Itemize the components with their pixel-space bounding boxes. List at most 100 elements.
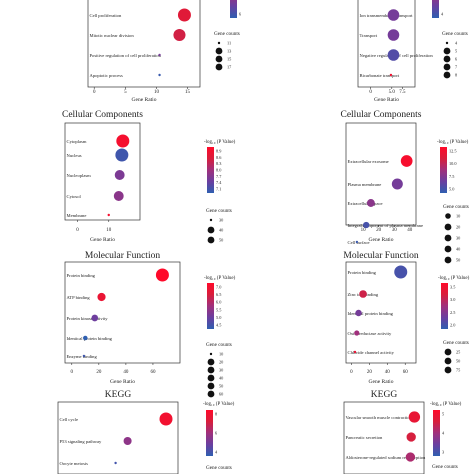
colorbar-tick-label: 8.0 xyxy=(216,168,221,173)
panel-p7: KEGG Vascular smooth muscle contraction Pa… xyxy=(343,390,462,474)
size-legend-label: 30 xyxy=(219,218,223,223)
category-label: Protein binding xyxy=(67,273,96,278)
data-point xyxy=(387,49,400,61)
plot-frame xyxy=(57,401,179,474)
size-legend-title: Gene counts xyxy=(206,465,232,471)
x-tick-label: 60 xyxy=(403,370,409,375)
size-legend-label: 75 xyxy=(456,368,460,373)
category-label: Pancreatic secretion xyxy=(346,435,384,440)
size-legend-dot xyxy=(209,352,213,356)
size-legend-dot xyxy=(215,55,223,63)
size-legend-label: 60 xyxy=(219,392,223,397)
size-legend-dot xyxy=(215,63,223,71)
colorbar-tick-label: 10.0 xyxy=(449,161,457,166)
x-tick-label: 5.0 xyxy=(389,90,396,95)
colorbar-title: -log₁₀ (P Value) xyxy=(204,140,236,145)
size-legend-label: 40 xyxy=(456,247,460,252)
data-point xyxy=(406,432,416,442)
size-legend-dot xyxy=(444,245,452,253)
size-legend-dot xyxy=(445,213,451,219)
data-point xyxy=(394,265,408,279)
category-label: Protein kinase activity xyxy=(67,316,109,321)
category-label: Ion transmembrane transport xyxy=(360,13,414,18)
colorbar-tick-label: 7.4 xyxy=(216,180,222,185)
size-legend-label: 50 xyxy=(456,258,460,263)
data-point xyxy=(158,53,161,57)
data-point xyxy=(158,73,161,77)
size-legend-label: 13 xyxy=(227,49,231,54)
colorbar-tick-label: 6 xyxy=(239,12,242,17)
colorbar-tick-label: 6.5 xyxy=(216,292,221,297)
x-tick-label: 20 xyxy=(367,370,373,375)
data-point xyxy=(391,178,403,190)
x-tick-label: 40 xyxy=(407,228,413,233)
category-label: Cell cycle xyxy=(60,417,79,422)
panel-p4: Molecular Function Protein binding ATP bin… xyxy=(64,251,236,398)
colorbar xyxy=(441,283,448,329)
data-point xyxy=(97,292,106,302)
colorbar-tick-label: 8 xyxy=(215,412,217,417)
size-legend-label: 40 xyxy=(219,228,223,233)
category-label: Oxidoreductase activity xyxy=(348,331,392,336)
size-legend-label: 8 xyxy=(455,73,457,78)
colorbar xyxy=(440,147,447,193)
plot-frame xyxy=(64,122,141,221)
x-tick-label: 15 xyxy=(185,90,191,95)
colorbar-title: -log₁₀ (P Value) xyxy=(430,402,462,407)
panel-p3: Cellular Components Extracellular exosome… xyxy=(340,110,469,264)
data-point xyxy=(177,8,191,22)
category-label: Extracellular exosome xyxy=(348,159,389,164)
panel-title: KEGG xyxy=(371,390,398,400)
colorbar-tick-label: 5.5 xyxy=(216,307,221,312)
category-label: Apoptotic process xyxy=(90,73,124,78)
data-point xyxy=(354,330,360,336)
panel-p0: Cell proliferation Mitotic nuclear divisi… xyxy=(87,0,242,103)
colorbar-title: -log₁₀ (P Value) xyxy=(438,276,470,281)
x-tick-label: 20 xyxy=(376,228,382,233)
colorbar xyxy=(432,0,439,18)
size-legend-dot xyxy=(207,382,215,390)
size-legend-label: 30 xyxy=(456,236,460,241)
colorbar-tick-label: 5 xyxy=(442,412,444,417)
size-legend-label: 10 xyxy=(219,352,223,357)
plot-frame xyxy=(87,0,201,88)
x-tick-label: 30 xyxy=(392,228,398,233)
size-legend-title: Gene counts xyxy=(442,31,468,37)
size-legend-label: 5 xyxy=(455,49,457,54)
category-label: Protein binding xyxy=(348,270,377,275)
size-legend-dot xyxy=(215,47,223,55)
category-label: Transport xyxy=(360,33,378,38)
x-tick-label: 20 xyxy=(96,370,102,375)
category-label: Cytoplasm xyxy=(67,139,87,144)
colorbar-tick-label: 2.5 xyxy=(450,310,455,315)
colorbar-title: -log₁₀ (P Value) xyxy=(204,276,236,281)
data-point xyxy=(353,350,357,354)
panel-p1: Ion transmembrane transportTransportNega… xyxy=(357,0,468,103)
size-legend-title: Gene counts xyxy=(206,208,232,214)
colorbar xyxy=(206,410,213,456)
x-tick-label: 7.5 xyxy=(399,90,406,95)
category-label: Aldosterone-regulated sodium reabsorptio… xyxy=(346,455,427,460)
category-label: Mitotic nuclear division xyxy=(90,33,135,38)
x-tick-label: 0 xyxy=(350,370,353,375)
size-legend-dot xyxy=(444,223,452,231)
size-legend-dot xyxy=(217,41,221,45)
category-label: Enzyme binding xyxy=(67,354,98,359)
x-axis-label: Gene Ratio xyxy=(110,379,135,385)
data-point xyxy=(405,452,416,462)
size-legend-title: Gene counts xyxy=(432,464,458,470)
category-label: Positive regulation of cell proliferatio… xyxy=(90,53,162,58)
data-point xyxy=(389,73,393,77)
colorbar-tick-label: 5.0 xyxy=(216,315,221,320)
data-point xyxy=(387,9,400,21)
size-legend-label: 25 xyxy=(456,350,460,355)
size-legend-label: 17 xyxy=(227,65,232,70)
data-point xyxy=(408,411,421,423)
x-tick-label: 5 xyxy=(124,90,127,95)
colorbar-tick-label: 4.5 xyxy=(216,323,221,328)
size-legend-dot xyxy=(443,63,451,71)
x-tick-label: 0 xyxy=(76,228,79,233)
category-label: Vascular smooth muscle contraction xyxy=(346,415,413,420)
